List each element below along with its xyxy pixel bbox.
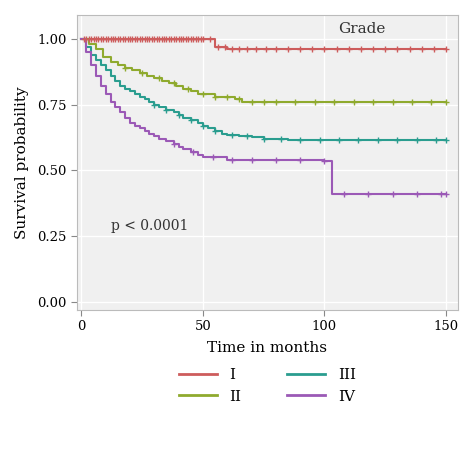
Legend: I, II, III, IV: I, II, III, IV <box>173 362 362 410</box>
Y-axis label: Survival probability: Survival probability <box>15 86 29 239</box>
X-axis label: Time in months: Time in months <box>207 341 328 355</box>
Text: p < 0.0001: p < 0.0001 <box>111 219 188 233</box>
Text: Grade: Grade <box>338 22 385 36</box>
